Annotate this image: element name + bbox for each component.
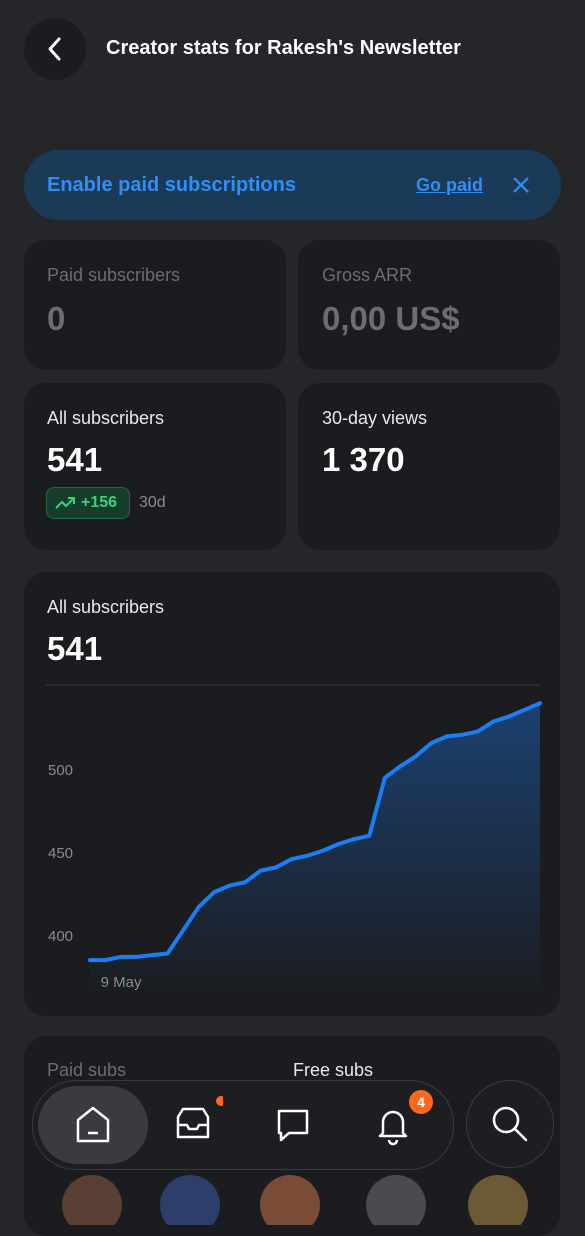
chat-tab[interactable]	[263, 1095, 323, 1155]
page-title: Creator stats for Rakesh's Newsletter	[106, 37, 461, 59]
chart-subtitle: 541	[47, 630, 103, 667]
stat-card: Paid subscribers 0	[24, 240, 286, 370]
home-tab[interactable]	[38, 1086, 148, 1164]
area	[90, 703, 540, 985]
close-button[interactable]	[511, 175, 531, 195]
stat-value: 0,00 US$	[322, 300, 460, 337]
stat-label: All subscribers	[47, 408, 165, 428]
stat-card: All subscribers 541 +156 30d	[24, 383, 286, 550]
stat-value: 1 370	[322, 441, 405, 478]
inbox-tab[interactable]	[163, 1095, 223, 1155]
search-button[interactable]	[466, 1080, 554, 1168]
y-tick-label: 500	[48, 762, 73, 779]
home-icon	[76, 1106, 110, 1143]
page: {"header": {"title": "Creator stats for …	[24, 18, 561, 1236]
stat-value: 541	[47, 441, 103, 478]
y-tick-label: 450	[48, 845, 73, 862]
back-icon	[48, 37, 61, 61]
stat-value: 0	[47, 300, 66, 337]
search-icon	[492, 1106, 528, 1142]
y-tick-label: 400	[48, 928, 73, 945]
chart-title: All subscribers	[47, 597, 165, 617]
stat-label: Gross ARR	[322, 265, 413, 285]
line	[88, 701, 542, 963]
avatars	[62, 1175, 528, 1225]
back-button[interactable]	[24, 18, 86, 80]
trend-icon	[55, 497, 75, 509]
stat-label: Paid subscribers	[47, 265, 181, 285]
change-value: +156	[81, 494, 118, 511]
go-paid-link[interactable]: Go paid	[416, 175, 483, 195]
notification-badge: 4	[409, 1090, 433, 1114]
stat-card: Gross ARR 0,00 US$	[298, 240, 560, 370]
stat-label: 30-day views	[322, 408, 428, 428]
nav-bar: 4	[32, 1080, 454, 1170]
change-period: 30d	[139, 494, 166, 511]
screen: Creator stats for Rakesh's Newsletter En…	[24, 18, 561, 1236]
chart: 4004505009 May	[46, 684, 542, 991]
notifications-tab[interactable]	[363, 1095, 423, 1155]
paid-subs-label: Paid subs	[47, 1060, 127, 1080]
change-pill: +156	[46, 487, 130, 519]
banner: Enable paid subscriptions Go paid	[24, 150, 561, 220]
banner-text: Enable paid subscriptions	[47, 174, 296, 196]
stat-card: 30-day views 1 370	[298, 383, 560, 550]
free-subs-label: Free subs	[293, 1060, 374, 1080]
